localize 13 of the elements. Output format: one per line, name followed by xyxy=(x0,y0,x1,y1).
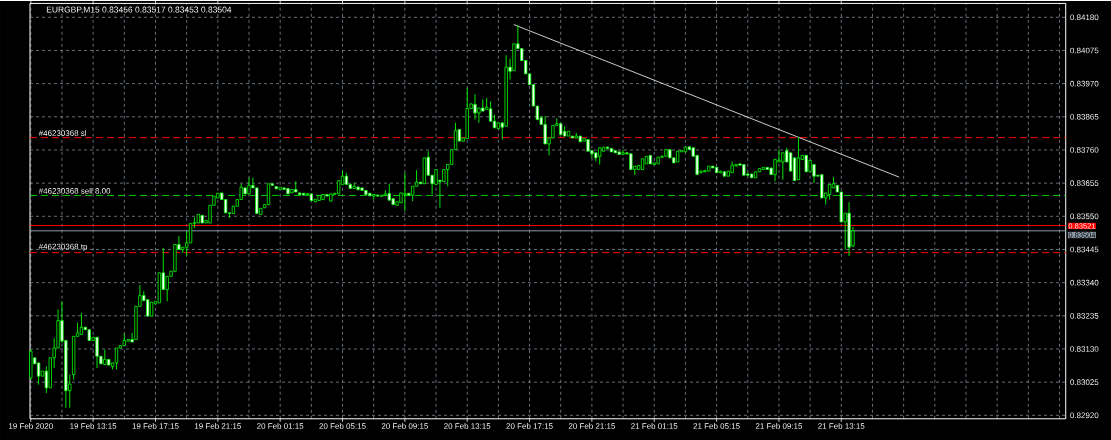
candlestick xyxy=(781,152,785,181)
candlestick xyxy=(812,164,816,184)
candlestick xyxy=(403,172,407,212)
candlestick xyxy=(165,275,169,302)
candlestick xyxy=(247,177,251,195)
candlestick xyxy=(477,107,481,124)
candlestick xyxy=(621,149,625,155)
candlestick xyxy=(188,223,193,244)
chart-title: EURGBP,M15 0.83456 0.83517 0.83453 0.83504 xyxy=(46,6,232,14)
candlestick xyxy=(820,174,824,199)
candlestick xyxy=(473,93,477,121)
candlestick xyxy=(543,115,547,145)
candlestick xyxy=(95,336,99,369)
